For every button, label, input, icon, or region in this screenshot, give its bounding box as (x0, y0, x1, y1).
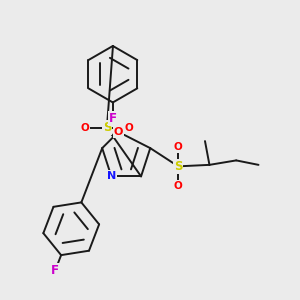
Text: O: O (114, 127, 123, 137)
Text: O: O (174, 181, 183, 191)
Text: S: S (103, 121, 111, 134)
Text: F: F (51, 264, 59, 277)
Text: N: N (107, 171, 116, 182)
Text: O: O (125, 123, 134, 133)
Text: S: S (174, 160, 182, 173)
Text: F: F (109, 112, 117, 125)
Text: O: O (80, 123, 89, 133)
Text: O: O (174, 142, 183, 152)
